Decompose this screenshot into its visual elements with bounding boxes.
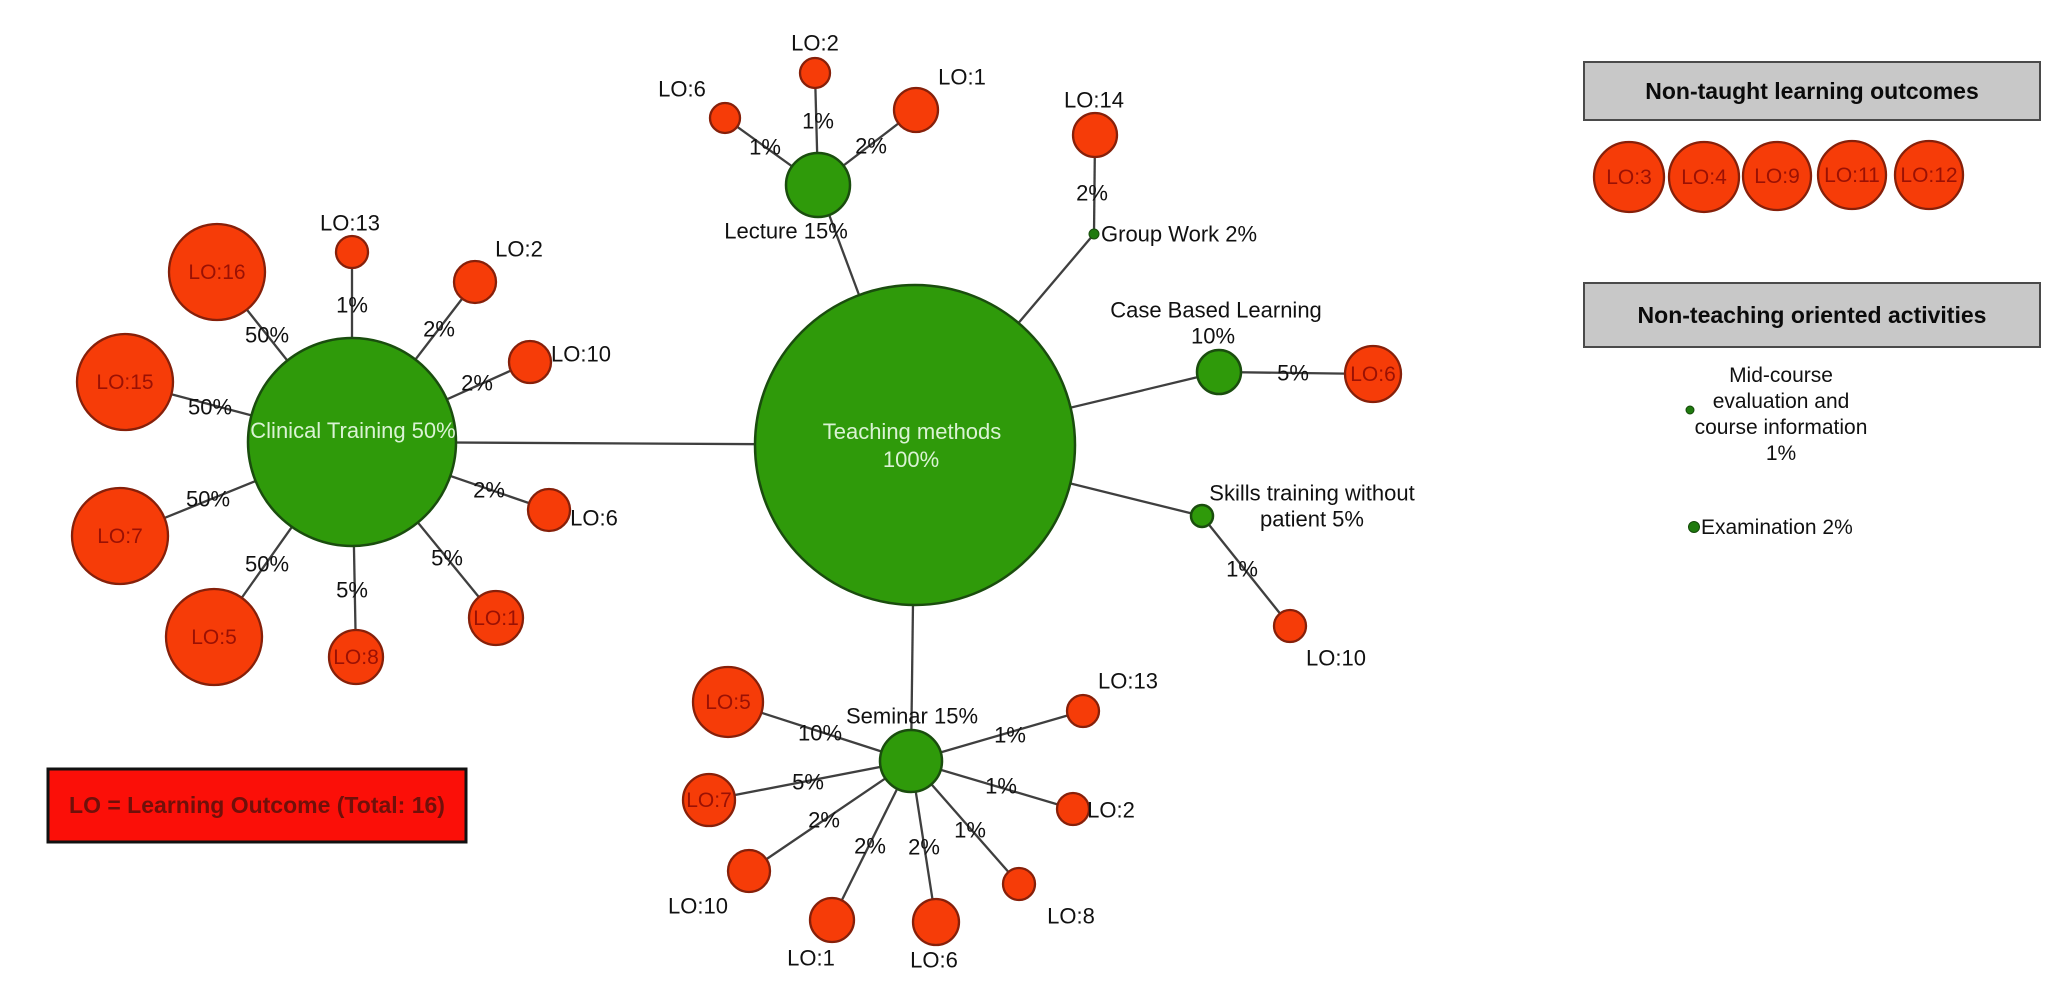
svg-text:1%: 1% (954, 817, 986, 842)
svg-text:LO:16: LO:16 (188, 261, 245, 284)
svg-text:LO = Learning Outcome (Total:: LO = Learning Outcome (Total: 16) (69, 792, 445, 818)
svg-text:LO:1: LO:1 (473, 607, 519, 630)
svg-text:LO:7: LO:7 (97, 525, 143, 548)
svg-text:100%: 100% (883, 447, 939, 472)
svg-text:Examination 2%: Examination 2% (1701, 516, 1853, 539)
svg-text:LO:4: LO:4 (1681, 166, 1727, 189)
svg-text:LO:7: LO:7 (686, 789, 732, 812)
svg-text:50%: 50% (245, 551, 289, 576)
svg-text:LO:6: LO:6 (658, 76, 706, 101)
svg-text:LO:3: LO:3 (1606, 166, 1652, 189)
svg-text:1%: 1% (994, 722, 1026, 747)
svg-text:2%: 2% (808, 807, 840, 832)
svg-text:5%: 5% (792, 769, 824, 794)
svg-text:2%: 2% (854, 833, 886, 858)
svg-text:LO:11: LO:11 (1824, 164, 1880, 187)
svg-text:LO:8: LO:8 (333, 646, 379, 669)
svg-text:10%: 10% (1191, 323, 1235, 348)
svg-text:LO:12: LO:12 (1900, 164, 1957, 187)
svg-text:LO:1: LO:1 (938, 64, 986, 89)
svg-text:Non-teaching oriented activiti: Non-teaching oriented activities (1638, 302, 1987, 328)
svg-text:LO:6: LO:6 (570, 505, 618, 530)
svg-text:2%: 2% (1076, 180, 1108, 205)
svg-text:LO:10: LO:10 (668, 893, 728, 918)
svg-text:Case Based Learning: Case Based Learning (1110, 297, 1322, 322)
svg-text:5%: 5% (336, 577, 368, 602)
svg-text:LO:10: LO:10 (551, 341, 611, 366)
svg-text:LO:9: LO:9 (1754, 165, 1800, 188)
svg-text:10%: 10% (798, 720, 842, 745)
svg-text:2%: 2% (908, 834, 940, 859)
svg-text:2%: 2% (461, 370, 493, 395)
svg-text:Group Work 2%: Group Work 2% (1101, 221, 1257, 246)
svg-text:1%: 1% (1766, 442, 1796, 465)
svg-text:Mid-course: Mid-course (1729, 364, 1833, 387)
svg-text:LO:14: LO:14 (1064, 87, 1124, 112)
svg-text:1%: 1% (1226, 556, 1258, 581)
svg-text:LO:15: LO:15 (96, 371, 153, 394)
svg-text:5%: 5% (1277, 360, 1309, 385)
svg-text:2%: 2% (473, 477, 505, 502)
svg-text:evaluation and: evaluation and (1713, 390, 1850, 413)
svg-text:LO:5: LO:5 (705, 691, 751, 714)
svg-text:Skills training without: Skills training without (1209, 480, 1414, 505)
svg-text:LO:8: LO:8 (1047, 903, 1095, 928)
svg-text:LO:2: LO:2 (791, 30, 839, 55)
svg-text:50%: 50% (245, 322, 289, 347)
svg-text:Non-taught learning outcomes: Non-taught learning outcomes (1645, 78, 1979, 104)
svg-text:50%: 50% (186, 486, 230, 511)
svg-text:2%: 2% (423, 316, 455, 341)
svg-text:Seminar 15%: Seminar 15% (846, 703, 978, 728)
svg-text:LO:2: LO:2 (495, 236, 543, 261)
svg-text:1%: 1% (749, 134, 781, 159)
svg-text:LO:10: LO:10 (1306, 645, 1366, 670)
svg-text:LO:13: LO:13 (320, 210, 380, 235)
svg-text:LO:6: LO:6 (910, 947, 958, 972)
svg-text:patient 5%: patient 5% (1260, 506, 1364, 531)
svg-text:1%: 1% (985, 773, 1017, 798)
svg-text:Teaching methods: Teaching methods (823, 419, 1002, 444)
svg-text:2%: 2% (855, 133, 887, 158)
svg-text:LO:1: LO:1 (787, 945, 835, 970)
svg-text:course information: course information (1695, 416, 1868, 439)
svg-text:Lecture 15%: Lecture 15% (724, 218, 848, 243)
svg-text:Clinical Training 50%: Clinical Training 50% (250, 418, 455, 443)
svg-text:5%: 5% (431, 545, 463, 570)
svg-text:LO:6: LO:6 (1350, 363, 1396, 386)
svg-text:LO:13: LO:13 (1098, 668, 1158, 693)
svg-text:1%: 1% (802, 108, 834, 133)
svg-text:LO:5: LO:5 (191, 626, 237, 649)
svg-text:1%: 1% (336, 292, 368, 317)
svg-text:50%: 50% (188, 394, 232, 419)
svg-text:LO:2: LO:2 (1087, 797, 1135, 822)
